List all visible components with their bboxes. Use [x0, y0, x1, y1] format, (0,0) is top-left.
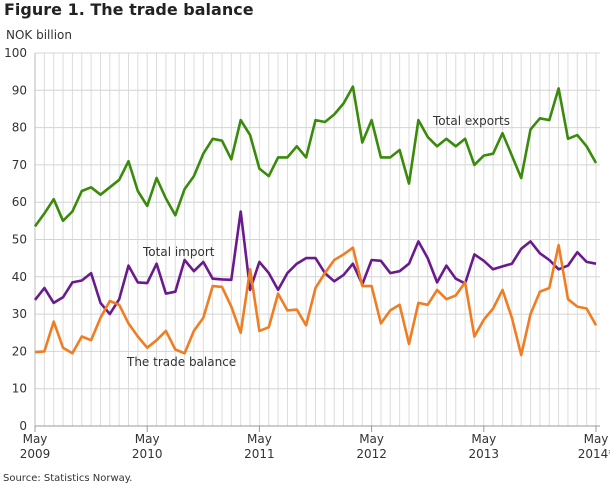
y-tick-label: 0: [19, 419, 27, 433]
x-tick-label-month: May: [359, 432, 384, 446]
x-tick-label-month: May: [247, 432, 272, 446]
y-axis-label: NOK billion: [6, 28, 73, 42]
series-label: Total exports: [432, 114, 510, 128]
y-tick-label: 60: [12, 195, 27, 209]
y-tick-label: 20: [12, 344, 27, 358]
x-tick-label-month: May: [23, 432, 48, 446]
source-note: Source: Statistics Norway.: [3, 473, 133, 484]
x-tick-label-month: May: [471, 432, 496, 446]
series-label: Total import: [142, 245, 215, 259]
y-tick-label: 50: [12, 233, 27, 247]
y-tick-label: 30: [12, 307, 27, 321]
x-tick-label-year: 2014*: [578, 447, 610, 461]
series-line-total-exports: [33, 85, 598, 228]
x-tick-label-month: May: [584, 432, 609, 446]
x-tick-label-year: 2011: [244, 447, 275, 461]
y-tick-label: 90: [12, 83, 27, 97]
y-tick-label: 80: [12, 121, 27, 135]
series-label: The trade balance: [126, 355, 236, 369]
x-tick-label-year: 2010: [132, 447, 163, 461]
x-tick-label-year: 2009: [20, 447, 51, 461]
y-tick-label: 100: [4, 46, 27, 60]
series-line-the-trade-balance: [34, 243, 598, 357]
y-tick-label: 10: [12, 382, 27, 396]
x-tick-label-month: May: [135, 432, 160, 446]
x-tick-label-year: 2013: [469, 447, 500, 461]
chart-title: Figure 1. The trade balance: [4, 0, 254, 19]
y-tick-label: 40: [12, 270, 27, 284]
x-tick-label-year: 2012: [356, 447, 387, 461]
y-tick-label: 70: [12, 158, 27, 172]
series-line-total-import: [33, 210, 597, 316]
